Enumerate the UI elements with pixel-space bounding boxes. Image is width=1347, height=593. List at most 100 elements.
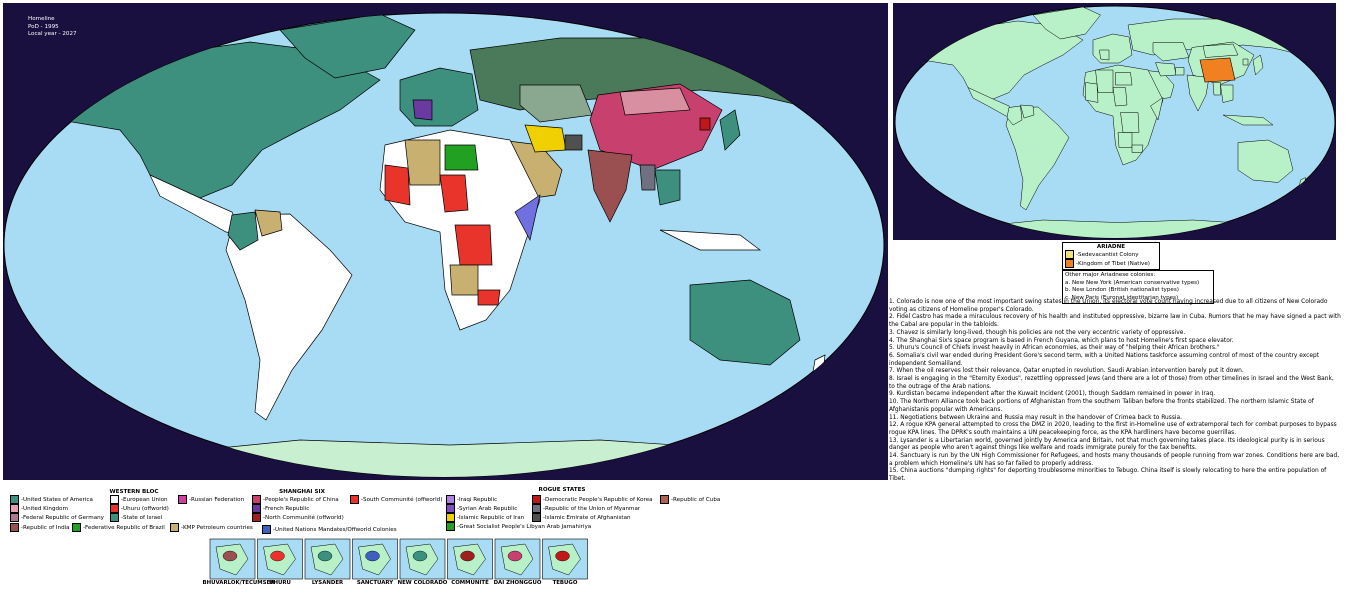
legend-label: -Uhuru (offworld)	[121, 506, 169, 512]
tibet	[1199, 57, 1236, 83]
swatch	[252, 513, 261, 522]
legend-entry: -United Nations Mandates/Offworld Coloni…	[262, 525, 397, 534]
swatch	[350, 495, 359, 504]
swatch	[170, 523, 179, 532]
mongolia	[619, 87, 691, 116]
afghanistan	[1175, 67, 1185, 76]
nigeria	[1112, 87, 1128, 107]
southern-africa	[477, 289, 501, 306]
group-title: SHANGHAI SIX	[279, 489, 325, 495]
legend-label: -North Communité (offworld)	[263, 515, 344, 521]
world-territory	[507, 550, 523, 562]
legend-label: -Federal Republic of Germany	[21, 515, 104, 521]
swatch	[1065, 250, 1074, 259]
swatch	[446, 495, 455, 504]
swatch	[262, 525, 271, 534]
southern-africa	[1131, 144, 1144, 153]
myanmar	[1212, 82, 1221, 96]
mongolia	[1202, 43, 1239, 58]
notes: 1. Colorado is now one of the most impor…	[889, 299, 1341, 484]
swatch	[532, 513, 541, 522]
ariadne-legend: ARIADNE -Sedevacantist Colony -Kingdom of…	[1062, 242, 1160, 270]
legend-entry: -KMP Petroleum countries	[170, 523, 253, 532]
legend-entry: -Russian Federation	[178, 495, 244, 504]
southeast-asia	[1220, 84, 1234, 103]
colony: b. New London (British nationalist types…	[1065, 287, 1179, 293]
west-africa	[384, 164, 411, 206]
note: 4. The Shanghai Six's space program is b…	[889, 337, 1234, 344]
world-territory	[555, 550, 570, 562]
world-label: COMMUNITÉ	[451, 580, 489, 586]
legend-entry: -Republic of the Union of Myanmar	[532, 504, 640, 513]
legend-label: -Islamic Emirate of Afghanistan	[543, 515, 631, 521]
note: 3. Chavez is similarly long-lived, thoug…	[889, 329, 1186, 336]
world-label: NEW COLORADO	[397, 580, 448, 586]
japan	[719, 109, 741, 151]
map-title: Homeline	[28, 16, 55, 22]
legend-label: -Republic of India	[21, 525, 70, 531]
world-label: UHURU	[269, 580, 291, 586]
south-america	[1005, 106, 1070, 211]
legend-label: -Russian Federation	[189, 497, 245, 503]
france	[412, 99, 433, 121]
europe	[1092, 33, 1133, 64]
libya	[444, 144, 479, 171]
legend-entry: -Islamic Republic of Iran	[446, 513, 524, 522]
colombia	[1006, 105, 1023, 126]
note: 10. The Northern Alliance took back port…	[889, 399, 1314, 413]
swatch	[532, 504, 541, 513]
swatch	[446, 513, 455, 522]
legend-entry: -North Communité (offworld)	[252, 513, 344, 522]
colony: a. New New York (American conservative t…	[1065, 279, 1200, 286]
legend-entry: -South Communité (offworld)	[350, 495, 442, 504]
legend-label: -Federative Republic of Brazil	[83, 525, 165, 531]
congo	[454, 224, 493, 266]
europe	[399, 67, 479, 127]
swatch	[10, 523, 19, 532]
world-territory	[460, 550, 475, 562]
group-title: WESTERN BLOC	[109, 489, 159, 495]
swatch	[10, 504, 19, 513]
note: 13. Lysander is a Libertarian world, gov…	[889, 437, 1325, 452]
world-label: DAI ZHONGGUO	[493, 580, 542, 586]
swatch	[178, 495, 187, 504]
central-asia	[1152, 42, 1190, 62]
korea	[699, 117, 711, 131]
swatch	[1065, 259, 1074, 268]
legend-entry: -Islamic Emirate of Afghanistan	[532, 513, 631, 522]
southeast-asia	[654, 169, 681, 206]
swatch	[110, 504, 119, 513]
swatch	[110, 495, 119, 504]
legend-entry: -State of Israel	[110, 513, 162, 522]
venezuela	[254, 209, 283, 237]
legend-entry: -People's Republic of China	[252, 495, 339, 504]
nigeria	[439, 174, 469, 213]
colonies-heading: Other major Ariadnese colonies:	[1065, 272, 1156, 278]
ariadne-entry: -Sedevacantist Colony	[1065, 250, 1157, 259]
local-year: Local year - 2027	[28, 31, 77, 37]
note: 12. A rogue KPA general attempted to cro…	[889, 422, 1337, 436]
libya	[1115, 72, 1133, 86]
congo	[1120, 112, 1140, 133]
legend-label: -United Nations Mandates/Offworld Coloni…	[273, 527, 397, 533]
map-info: Homeline PoD - 1995 Local year - 2027	[28, 16, 77, 39]
group-title: ROGUE STATES	[538, 487, 586, 493]
world-thumbnails	[209, 538, 588, 580]
world-territory	[317, 550, 333, 562]
legend-label: -Republic of Cuba	[671, 497, 721, 503]
note: 2. Fidel Castro has made a miraculous re…	[889, 314, 1341, 329]
swatch	[532, 495, 541, 504]
legend-label: -Iraqi Republic	[457, 497, 498, 503]
swatch	[72, 523, 81, 532]
venezuela	[1020, 104, 1035, 119]
central-asia	[519, 84, 593, 123]
world-label: LYSANDER	[311, 580, 344, 586]
angola	[449, 264, 479, 296]
legend-entry: -United Kingdom	[10, 504, 68, 513]
swatch	[252, 504, 261, 513]
world-territory	[412, 550, 428, 562]
indonesia	[659, 229, 762, 251]
australia	[1237, 139, 1294, 183]
legend-entry: -Syrian Arab Republic	[446, 504, 517, 513]
